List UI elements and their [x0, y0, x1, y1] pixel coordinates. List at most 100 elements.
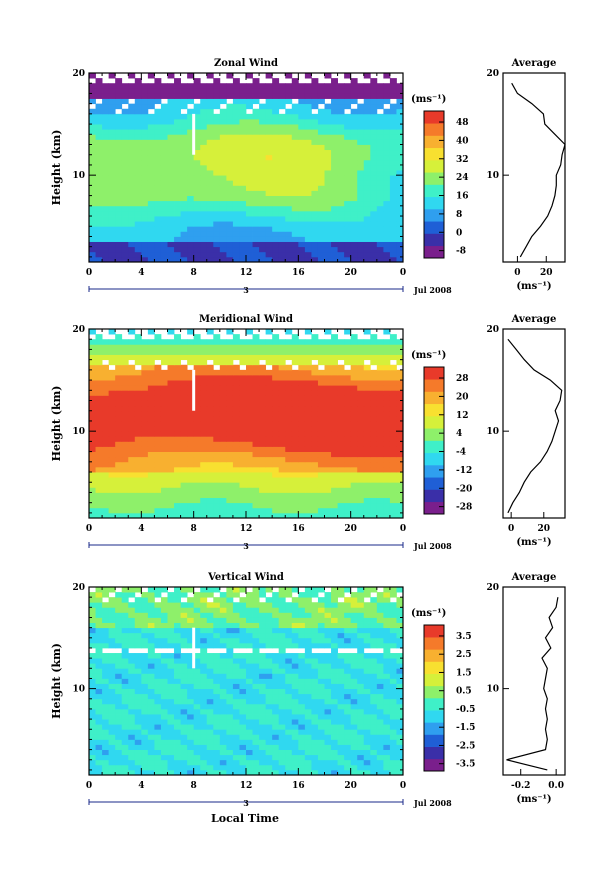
- heatmap-cell: [121, 663, 129, 669]
- heatmap-cell: [350, 426, 358, 432]
- heatmap-cell: [226, 653, 234, 659]
- heatmap-cell: [160, 426, 168, 432]
- heatmap-cell: [285, 769, 293, 776]
- heatmap-cell: [213, 420, 221, 427]
- heatmap-cell: [278, 88, 286, 94]
- heatmap-cell: [252, 251, 260, 258]
- heatmap-cell: [89, 477, 96, 483]
- heatmap-cell: [350, 420, 358, 427]
- heatmap-cell: [285, 512, 293, 519]
- heatmap-cell: [304, 724, 312, 730]
- heatmap-cell: [180, 734, 188, 740]
- heatmap-cell: [389, 129, 397, 135]
- profile-x-label: (ms⁻¹): [516, 281, 551, 292]
- heatmap-cell: [180, 190, 188, 196]
- heatmap-cell: [200, 477, 208, 483]
- heatmap-cell: [252, 226, 260, 232]
- heatmap-cell: [259, 497, 267, 504]
- heatmap-cell: [259, 118, 267, 125]
- heatmap-cell: [147, 441, 155, 447]
- heatmap-cell: [370, 759, 378, 766]
- heatmap-cell: [200, 118, 208, 125]
- heatmap-cell: [317, 129, 325, 135]
- heatmap-cell: [389, 159, 397, 166]
- heatmap-cell: [298, 205, 306, 212]
- heatmap-cell: [239, 93, 247, 99]
- heatmap-cell: [232, 472, 240, 478]
- heatmap-cell: [278, 359, 286, 366]
- heatmap-cell: [128, 344, 136, 350]
- heatmap-cell: [154, 673, 162, 679]
- heatmap-cell: [389, 190, 397, 196]
- heatmap-cell: [304, 205, 312, 212]
- heatmap-cell: [134, 190, 142, 196]
- heatmap-cell: [383, 175, 391, 181]
- heatmap-cell: [102, 144, 110, 151]
- heatmap-cell: [193, 395, 201, 401]
- heatmap-cell: [278, 683, 286, 690]
- heatmap-cell: [108, 154, 116, 161]
- heatmap-cell: [219, 673, 227, 679]
- heatmap-cell: [350, 744, 358, 750]
- heatmap-cell: [389, 698, 397, 705]
- heatmap-cell: [232, 668, 240, 674]
- heatmap-cell: [193, 673, 201, 679]
- heatmap-cell: [304, 653, 312, 659]
- heatmap-cell: [89, 749, 96, 756]
- heatmap-cell: [337, 492, 345, 498]
- heatmap-cell: [272, 668, 280, 674]
- heatmap-cell: [154, 719, 162, 725]
- heatmap-cell: [291, 678, 299, 684]
- heatmap-cell: [193, 231, 201, 237]
- heatmap-cell: [180, 118, 188, 125]
- heatmap-cell: [232, 754, 240, 761]
- heatmap-cell: [89, 420, 96, 427]
- heatmap-cell: [272, 678, 280, 684]
- heatmap-cell: [134, 344, 142, 350]
- heatmap-cell: [219, 374, 227, 381]
- heatmap-cell: [95, 693, 103, 700]
- heatmap-cell: [206, 482, 214, 488]
- heatmap-cell: [350, 108, 358, 115]
- heatmap-cell: [370, 83, 378, 89]
- heatmap-cell: [350, 693, 358, 700]
- heatmap-cell: [272, 129, 280, 135]
- heatmap-cell: [226, 395, 234, 401]
- heatmap-cell: [115, 708, 123, 715]
- heatmap-cell: [350, 724, 358, 730]
- heatmap-cell: [331, 693, 338, 700]
- heatmap-cell: [147, 216, 155, 222]
- heatmap-cell: [389, 390, 397, 396]
- heatmap-cell: [317, 764, 325, 771]
- heatmap-cell: [396, 88, 404, 94]
- heatmap-cell: [291, 374, 299, 381]
- heatmap-cell: [311, 185, 319, 191]
- heatmap-cell: [317, 251, 325, 258]
- heatmap-cell: [396, 663, 404, 669]
- heatmap-cell: [324, 632, 332, 639]
- heatmap-cell: [141, 668, 149, 674]
- heatmap-cell: [311, 673, 319, 679]
- heatmap-cell: [174, 164, 181, 171]
- heatmap-cell: [376, 154, 384, 161]
- heatmap-cell: [213, 164, 221, 171]
- heatmap-cell: [389, 492, 397, 498]
- heatmap-cell: [115, 390, 123, 396]
- heatmap-cell: [219, 251, 227, 258]
- heatmap-cell: [239, 103, 247, 110]
- heatmap-cell: [147, 344, 155, 350]
- heatmap-cell: [154, 410, 162, 417]
- heatmap-cell: [134, 170, 142, 176]
- heatmap-cell: [232, 492, 240, 498]
- heatmap-cell: [134, 200, 142, 207]
- heatmap-cell: [344, 385, 352, 391]
- heatmap-cell: [128, 256, 136, 263]
- heatmap-cell: [226, 415, 234, 422]
- heatmap-cell: [291, 118, 299, 125]
- heatmap-cell: [239, 256, 247, 263]
- heatmap-cell: [108, 349, 116, 355]
- heatmap-cell: [213, 436, 221, 442]
- heatmap-cell: [89, 708, 96, 715]
- heatmap-cell: [389, 364, 397, 371]
- heatmap-cell: [141, 231, 149, 237]
